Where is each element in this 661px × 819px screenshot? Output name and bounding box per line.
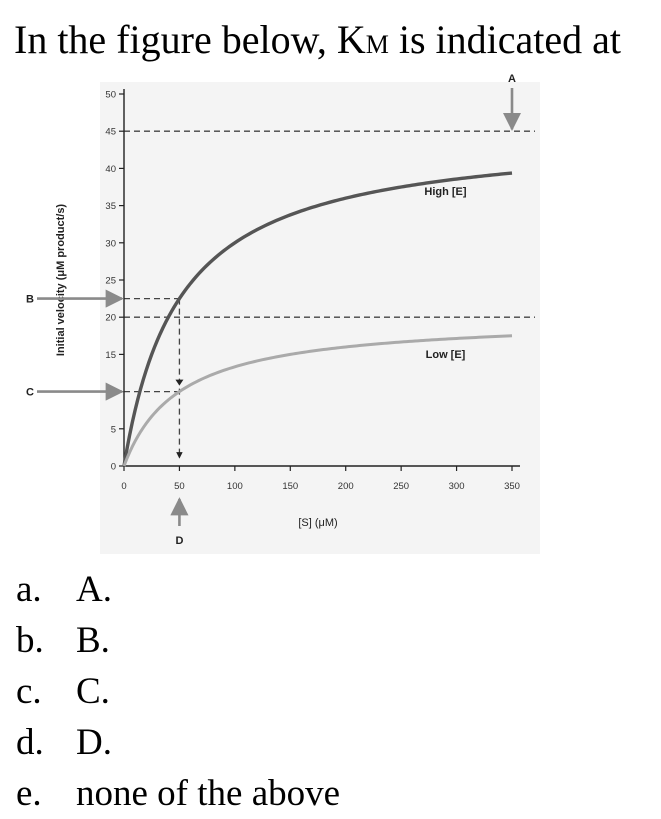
option-c[interactable]: c. C. [16, 666, 340, 717]
option-text: A. [76, 569, 112, 610]
x-tick-label: 150 [282, 481, 298, 492]
option-text: none of the above [76, 773, 341, 814]
x-tick-label: 350 [504, 481, 520, 492]
series-line-high-e [122, 171, 513, 467]
question-subscript: M [365, 30, 389, 59]
question-suffix: is indicated at [388, 17, 622, 62]
option-letter: b. [16, 620, 44, 661]
km-marker-arrow [175, 379, 184, 386]
series-label-low-e: Low [E] [426, 349, 466, 361]
y-tick-label: 45 [105, 127, 116, 138]
option-letter: e. [16, 773, 42, 814]
x-axis-label: [S] (μM) [298, 517, 337, 529]
option-letter: a. [16, 569, 42, 610]
annotation-d-label: D [175, 535, 183, 547]
y-tick-label: 40 [105, 164, 116, 175]
y-tick-label: 30 [105, 238, 116, 249]
y-axis-label: Initial velocity (μM product/s) [55, 204, 67, 357]
y-tick-label: 35 [105, 201, 116, 212]
option-e[interactable]: e. none of the above [16, 768, 340, 819]
option-text: D. [76, 722, 112, 763]
answer-options: a. A. b. B. c. C. d. D. e. none of the above [16, 564, 340, 819]
annotation-c-label: C [26, 387, 34, 399]
chart-container: 0 5 10 15 20 25 30 35 40 45 50 0 50 100 150 200 250 300 35… [0, 74, 661, 564]
option-b[interactable]: b. B. [16, 615, 340, 666]
option-text: C. [76, 671, 110, 712]
x-tick-label: 0 [121, 481, 126, 492]
plot-background [100, 82, 540, 554]
question-prefix: In the figure below, K [14, 17, 366, 62]
series-line-low-e [122, 334, 513, 467]
annotation-b-label: B [26, 294, 34, 306]
x-tick-label: 100 [227, 481, 243, 492]
option-text: B. [76, 620, 110, 661]
annotation-a-label: A [508, 74, 516, 85]
series-label-high-e: High [E] [424, 186, 466, 198]
x-tick-label: 300 [449, 481, 465, 492]
x-tick-label: 250 [393, 481, 409, 492]
option-letter: d. [16, 722, 44, 763]
y-tick-label: 50 [105, 90, 116, 101]
y-tick-label: 0 [111, 462, 116, 473]
y-tick-label: 5 [111, 424, 116, 435]
question-text: In the figure below, KM is indicated at [14, 18, 621, 67]
y-tick-label: 15 [105, 350, 116, 361]
option-a[interactable]: a. A. [16, 564, 340, 615]
x-tick-label: 200 [338, 481, 354, 492]
option-d[interactable]: d. D. [16, 717, 340, 768]
option-letter: c. [16, 671, 42, 712]
y-tick-label: 20 [105, 313, 116, 324]
x-tick-label: 50 [174, 481, 185, 492]
y-tick-label: 25 [105, 276, 116, 287]
